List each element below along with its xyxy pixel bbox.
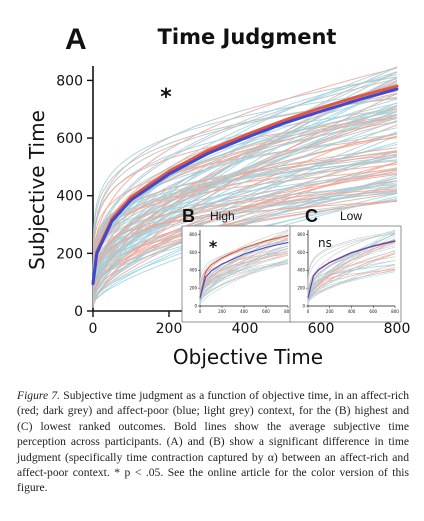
x-tick-label: 800: [391, 309, 399, 314]
participant-curve: [199, 240, 289, 299]
participant-curve: [307, 270, 396, 301]
y-tick-label: 600: [297, 250, 305, 255]
panel-a-label: A: [65, 23, 87, 56]
participant-curve: [199, 253, 289, 302]
participant-curve: [92, 170, 398, 292]
participant-curve: [307, 235, 396, 302]
y-tick-label: 200: [297, 286, 305, 291]
y-tick-label: 400: [297, 268, 305, 273]
inset-b-panel-label: B: [182, 206, 195, 226]
x-tick-label: 400: [348, 309, 356, 314]
y-tick-label: 400: [189, 268, 197, 273]
participant-curve: [92, 93, 398, 308]
mean-line-affect-poor: [307, 240, 396, 299]
participant-curve: [92, 147, 398, 308]
participant-curve: [92, 76, 398, 294]
y-tick-label: 800: [56, 73, 83, 89]
participant-curve: [92, 67, 398, 280]
participant-curve: [92, 127, 398, 298]
inset-c-title: Low: [340, 209, 362, 223]
y-tick-label: 800: [189, 232, 197, 237]
inset-b: 0 200 400 600 800 0 200 400 600 800 * B High: [181, 206, 295, 323]
x-tick-label: 400: [240, 309, 248, 314]
figure-caption: Figure 7. Subjective time judgment as a …: [17, 388, 409, 496]
y-tick-label: 200: [189, 286, 197, 291]
x-tick-label: 400: [232, 321, 259, 337]
participant-curve: [92, 190, 398, 301]
y-axis-label: Subjective Time: [25, 110, 49, 270]
participant-curve: [92, 114, 398, 288]
participant-curve: [199, 261, 289, 301]
y-tick-label: 200: [56, 246, 83, 262]
participant-curve: [307, 264, 396, 305]
participant-curve: [199, 247, 289, 304]
y-tick-label: 600: [56, 131, 83, 147]
participant-curve: [92, 154, 398, 283]
x-tick-label: 200: [326, 309, 334, 314]
participant-curve: [92, 66, 398, 281]
participant-curve: [199, 258, 289, 305]
participant-curve: [92, 86, 398, 280]
y-tick-label: 0: [74, 304, 83, 320]
participant-curve: [92, 102, 398, 294]
inset-c: 0 200 400 600 800 0 200 400 600 800 nsC Low: [289, 206, 402, 323]
participant-curve: [307, 232, 396, 297]
participant-curve: [92, 143, 398, 303]
participant-curve: [92, 91, 398, 292]
participant-curve: [92, 110, 398, 290]
participant-curve: [92, 200, 398, 285]
participant-curve: [307, 240, 396, 297]
significance-annotation: ns: [318, 236, 332, 250]
participant-curve: [307, 233, 396, 297]
x-axis-label: Objective Time: [173, 345, 323, 369]
x-tick-label: 600: [262, 309, 270, 314]
significance-annotation: *: [160, 85, 172, 110]
panel-a-title: Time Judgment: [158, 25, 337, 49]
participant-curve: [92, 137, 398, 293]
x-tick-label: 0: [89, 321, 98, 337]
y-tick-label: 400: [56, 189, 83, 205]
participant-curve: [307, 253, 396, 304]
inset-b-title: High: [210, 209, 235, 223]
participant-curve: [307, 264, 396, 303]
participant-curve: [307, 231, 396, 300]
x-tick-label: 0: [199, 309, 202, 314]
x-tick-label: 600: [369, 309, 377, 314]
x-tick-label: 600: [308, 321, 335, 337]
x-tick-label: 800: [284, 309, 292, 314]
participant-curve: [92, 117, 398, 302]
participant-curve: [92, 109, 398, 286]
mean-line-affect-rich: [199, 234, 289, 299]
mean-line-affect-poor: [199, 241, 289, 299]
y-tick-label: 0: [194, 304, 197, 309]
participant-curve: [92, 188, 398, 291]
y-tick-label: 800: [297, 232, 305, 237]
participant-curve: [199, 243, 289, 305]
y-tick-label: 0: [302, 304, 305, 309]
participant-curve: [307, 271, 396, 303]
y-tick-label: 600: [189, 250, 197, 255]
caption-text: Subjective time judgment as a function o…: [17, 389, 409, 495]
participant-curve: [307, 246, 396, 302]
participant-curve: [92, 113, 398, 296]
significance-annotation: *: [209, 237, 218, 256]
participant-curve: [307, 265, 396, 298]
participant-curve: [92, 104, 398, 291]
participant-curve: [92, 78, 398, 307]
x-tick-label: 200: [218, 309, 226, 314]
participant-curve: [92, 173, 398, 290]
inset-c-panel-label: C: [305, 206, 318, 226]
x-tick-label: 0: [307, 309, 310, 314]
participant-curve: [92, 84, 398, 303]
x-tick-label: 200: [156, 321, 183, 337]
participant-curve: [199, 230, 289, 303]
caption-lead: Figure 7.: [17, 389, 61, 402]
x-tick-label: 800: [384, 321, 411, 337]
participant-curve: [307, 233, 396, 299]
mean-line-affect-poor: [91, 87, 399, 286]
participant-curve: [199, 242, 289, 297]
figure-7: A Time Judgment Subjective Time Objectiv…: [25, 23, 411, 369]
